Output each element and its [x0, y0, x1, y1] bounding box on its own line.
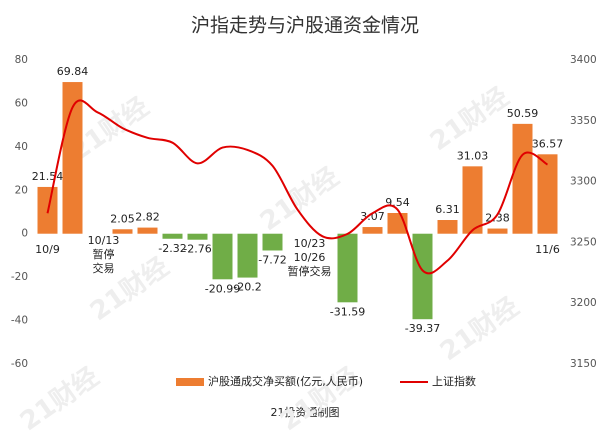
data-label: 31.03: [457, 149, 489, 162]
y-tick-label: -60: [11, 358, 28, 370]
annotation: 暂停交易: [288, 264, 332, 278]
x-tick-label: 10/9: [35, 243, 60, 256]
y-tick-label: 80: [15, 54, 28, 66]
annotation: 10/26: [294, 251, 326, 264]
chart-title: 沪指走势与沪股通资金情况: [191, 15, 419, 37]
annotation: 交易: [93, 261, 115, 275]
y2-tick-label: 3200: [570, 297, 597, 309]
legend-label: 上证指数: [432, 374, 476, 388]
bar: [212, 233, 233, 280]
bar: [187, 233, 208, 240]
bar: [112, 229, 133, 234]
annotation: 10/13: [88, 234, 120, 247]
legend-label: 沪股通成交净买额(亿元,人民币): [208, 374, 363, 388]
bar: [262, 233, 283, 251]
data-label: -2.32: [158, 242, 186, 255]
y2-tick-label: 3250: [570, 236, 597, 248]
bar: [512, 123, 533, 234]
y-tick-label: 40: [15, 141, 28, 153]
bar: [537, 154, 558, 234]
data-label: 6.31: [435, 203, 460, 216]
y-tick-label: -40: [11, 315, 28, 327]
bar: [162, 233, 183, 239]
y-tick-label: 20: [15, 184, 28, 196]
data-label: 3.07: [360, 210, 385, 223]
data-label: 36.57: [532, 137, 564, 150]
legend-swatch: [176, 378, 204, 386]
footer: 21投资通制图: [271, 405, 340, 419]
data-label: -7.72: [258, 253, 286, 266]
data-label: 2.82: [135, 211, 160, 224]
bar: [362, 227, 383, 234]
data-label: 2.05: [110, 212, 135, 225]
bar: [337, 233, 358, 303]
bar: [62, 82, 83, 234]
data-label: 69.84: [57, 65, 89, 78]
y2-tick-label: 3150: [570, 358, 597, 370]
data-label: 21.54: [32, 170, 64, 183]
x-tick-label: 11/6: [535, 243, 560, 256]
bar: [437, 220, 458, 234]
y2-tick-label: 3400: [570, 54, 597, 66]
y-tick-label: -20: [11, 271, 28, 283]
bar: [137, 227, 158, 234]
data-label: -2.76: [183, 243, 211, 256]
data-label: -39.37: [405, 322, 440, 335]
annotation: 10/23: [294, 237, 326, 250]
y2-tick-label: 3350: [570, 115, 597, 127]
bar: [412, 233, 433, 320]
bar: [487, 228, 508, 234]
bar: [237, 233, 258, 278]
line: [46, 99, 549, 275]
data-label: 9.54: [385, 196, 410, 209]
data-label: -20.2: [233, 281, 261, 294]
bar: [462, 166, 483, 234]
annotation: 暂停: [93, 247, 115, 261]
data-label: 50.59: [507, 107, 539, 120]
y2-tick-label: 3300: [570, 176, 597, 188]
y-tick-label: 0: [21, 228, 28, 240]
data-label: -31.59: [330, 305, 365, 318]
data-label: -20.99: [205, 282, 240, 295]
y-tick-label: 60: [15, 97, 28, 109]
